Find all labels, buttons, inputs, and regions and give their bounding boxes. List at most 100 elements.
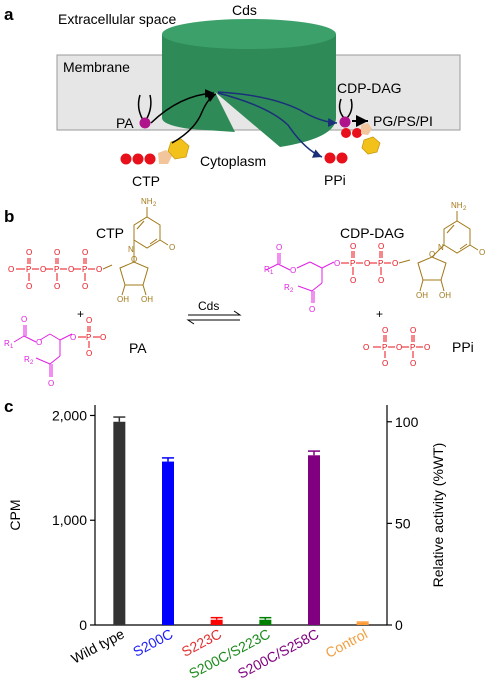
panel-a: a Extracellular space Membrane Cds PA CT…: [4, 2, 461, 189]
cdp-dag-label: CDP-DAG: [337, 80, 402, 96]
svg-text:2: 2: [153, 202, 157, 208]
ppi-arrow: [217, 92, 323, 158]
svg-text:O: O: [378, 276, 384, 285]
svg-text:2: 2: [290, 288, 294, 294]
ctp-label: CTP: [132, 173, 160, 189]
svg-text:P: P: [26, 265, 31, 274]
pa-label: PA: [116, 115, 134, 131]
svg-text:R: R: [264, 265, 270, 274]
panel-c: c 0 1,000 2,000 0 50 100 CPM Relative activity …: [4, 397, 446, 682]
plus-right: +: [376, 307, 383, 321]
svg-text:O: O: [54, 282, 60, 291]
svg-text:O: O: [410, 359, 416, 368]
svg-text:OH: OH: [117, 295, 129, 304]
bar: [113, 421, 126, 625]
svg-text:O: O: [424, 343, 430, 352]
x-tick-label: S200C: [130, 626, 175, 660]
svg-text:O: O: [410, 326, 416, 335]
bar: [210, 619, 223, 625]
y2-axis-label: Relative activity (%WT): [430, 443, 446, 588]
ppi-molecule: [324, 152, 348, 164]
svg-text:O: O: [350, 242, 356, 251]
svg-text:O: O: [382, 359, 388, 368]
svg-text:P: P: [86, 333, 91, 342]
svg-text:O: O: [48, 379, 54, 388]
cdp-dag-arrow: [217, 91, 338, 127]
svg-text:O: O: [131, 255, 137, 264]
svg-text:O: O: [21, 315, 27, 324]
svg-text:P: P: [82, 265, 87, 274]
bar: [259, 619, 272, 625]
x-tick-label: Control: [323, 626, 370, 661]
y-tick-label: 2,000: [52, 407, 87, 423]
cds-cylinder: [162, 19, 336, 147]
bar: [308, 455, 320, 625]
svg-text:O: O: [86, 316, 92, 325]
y2-tick-label: 100: [395, 414, 419, 430]
plus-left: +: [77, 307, 84, 321]
svg-text:P: P: [382, 343, 387, 352]
svg-text:R: R: [4, 339, 10, 348]
svg-text:OH: OH: [439, 291, 451, 300]
svg-text:NH: NH: [451, 201, 463, 210]
svg-text:O: O: [100, 333, 106, 342]
svg-text:O: O: [36, 338, 42, 347]
ctp-structure: CTP O P O O O P O O O P O O O: [8, 197, 175, 304]
svg-text:O: O: [40, 265, 46, 274]
equilibrium-arrows: [186, 310, 242, 325]
ctp-molecule: [120, 138, 190, 165]
svg-text:O: O: [54, 248, 60, 257]
svg-text:O: O: [429, 250, 435, 259]
svg-text:R: R: [24, 355, 30, 364]
panel-b: b CTP O P O O O P O O O P O O O: [4, 197, 485, 388]
ppi-label: PPi: [324, 172, 346, 188]
svg-text:O: O: [396, 343, 402, 352]
extracellular-label: Extracellular space: [58, 11, 176, 27]
svg-text:NH: NH: [141, 197, 153, 206]
activity-bar-chart: 0 1,000 2,000 0 50 100 CPM Relative activity (%…: [7, 405, 446, 682]
svg-text:O: O: [26, 248, 32, 257]
bar: [162, 461, 174, 625]
svg-text:2: 2: [30, 360, 34, 366]
svg-text:O: O: [363, 343, 369, 352]
y-axis-label: CPM: [7, 499, 23, 530]
svg-text:OH: OH: [416, 291, 428, 300]
svg-text:N: N: [438, 243, 444, 252]
svg-text:O: O: [86, 349, 92, 358]
ctp-nucleoside-labels: NH 2 O OH OH O N: [117, 197, 175, 304]
y2-tick-label: 50: [395, 515, 411, 531]
svg-text:2: 2: [463, 206, 467, 212]
svg-text:O: O: [290, 266, 296, 275]
pa-lipid: [137, 94, 152, 129]
y-tick-label: 0: [79, 617, 87, 633]
svg-text:O: O: [378, 242, 384, 251]
ctp-triphosphate-bonds: [16, 258, 95, 281]
ctp-title: CTP: [96, 225, 124, 241]
svg-text:O: O: [392, 259, 398, 268]
panel-a-label: a: [4, 5, 14, 24]
svg-text:O: O: [309, 305, 315, 314]
svg-text:O: O: [82, 248, 88, 257]
cytoplasm-label: Cytoplasm: [200, 153, 266, 169]
y2-tick-label: 0: [395, 617, 403, 633]
panel-b-label: b: [4, 207, 14, 226]
panel-c-label: c: [4, 397, 13, 416]
svg-text:P: P: [410, 343, 415, 352]
svg-text:R: R: [284, 283, 290, 292]
svg-text:O: O: [350, 276, 356, 285]
pa-title: PA: [129, 340, 147, 356]
svg-text:O: O: [68, 265, 74, 274]
ppi-structure: O P O O O P O O O PPi: [363, 326, 474, 368]
ctp-arrow: [171, 93, 217, 144]
ctp-nucleoside: [102, 207, 169, 296]
svg-text:OH: OH: [141, 295, 153, 304]
svg-text:O: O: [26, 282, 32, 291]
svg-text:O: O: [70, 333, 76, 342]
svg-text:O: O: [364, 259, 370, 268]
pg-ps-pi-label: PG/PS/PI: [373, 113, 433, 129]
svg-text:1: 1: [270, 270, 274, 276]
cdp-dag-lipid: [338, 98, 381, 155]
svg-text:O: O: [8, 265, 14, 274]
